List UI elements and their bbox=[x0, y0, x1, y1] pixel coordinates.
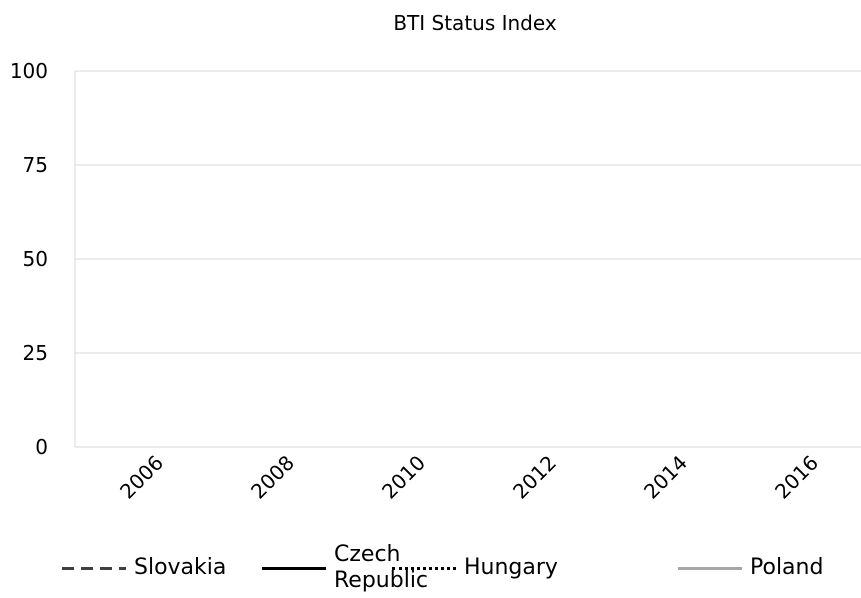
legend-item: Poland bbox=[678, 538, 823, 598]
legend-swatch bbox=[262, 566, 326, 570]
legend-label: Czech Republic bbox=[334, 542, 429, 593]
x-tick-label: 2012 bbox=[508, 451, 561, 504]
legend-label: Slovakia bbox=[134, 555, 227, 580]
y-tick-label: 50 bbox=[23, 247, 48, 271]
y-tick-label: 75 bbox=[23, 153, 48, 177]
x-tick-label: 2010 bbox=[377, 451, 430, 504]
legend-item: Slovakia bbox=[62, 538, 226, 598]
legend-swatch bbox=[678, 566, 742, 570]
y-tick-label: 100 bbox=[10, 59, 48, 83]
x-tick-label: 2016 bbox=[770, 451, 823, 504]
x-tick-label: 2006 bbox=[115, 451, 168, 504]
legend-swatch bbox=[62, 566, 126, 570]
x-tick-label: 2008 bbox=[246, 451, 299, 504]
legend-item: Hungary bbox=[392, 538, 558, 598]
legend-label: Hungary bbox=[464, 555, 558, 580]
legend-label: Poland bbox=[750, 555, 824, 580]
y-tick-label: 0 bbox=[35, 435, 48, 459]
legend-swatch bbox=[392, 566, 456, 570]
x-tick-label: 2014 bbox=[639, 451, 692, 504]
chart-title: BTI Status Index bbox=[393, 11, 557, 35]
y-tick-label: 25 bbox=[23, 341, 48, 365]
legend-item: Czech Republic bbox=[262, 538, 429, 598]
